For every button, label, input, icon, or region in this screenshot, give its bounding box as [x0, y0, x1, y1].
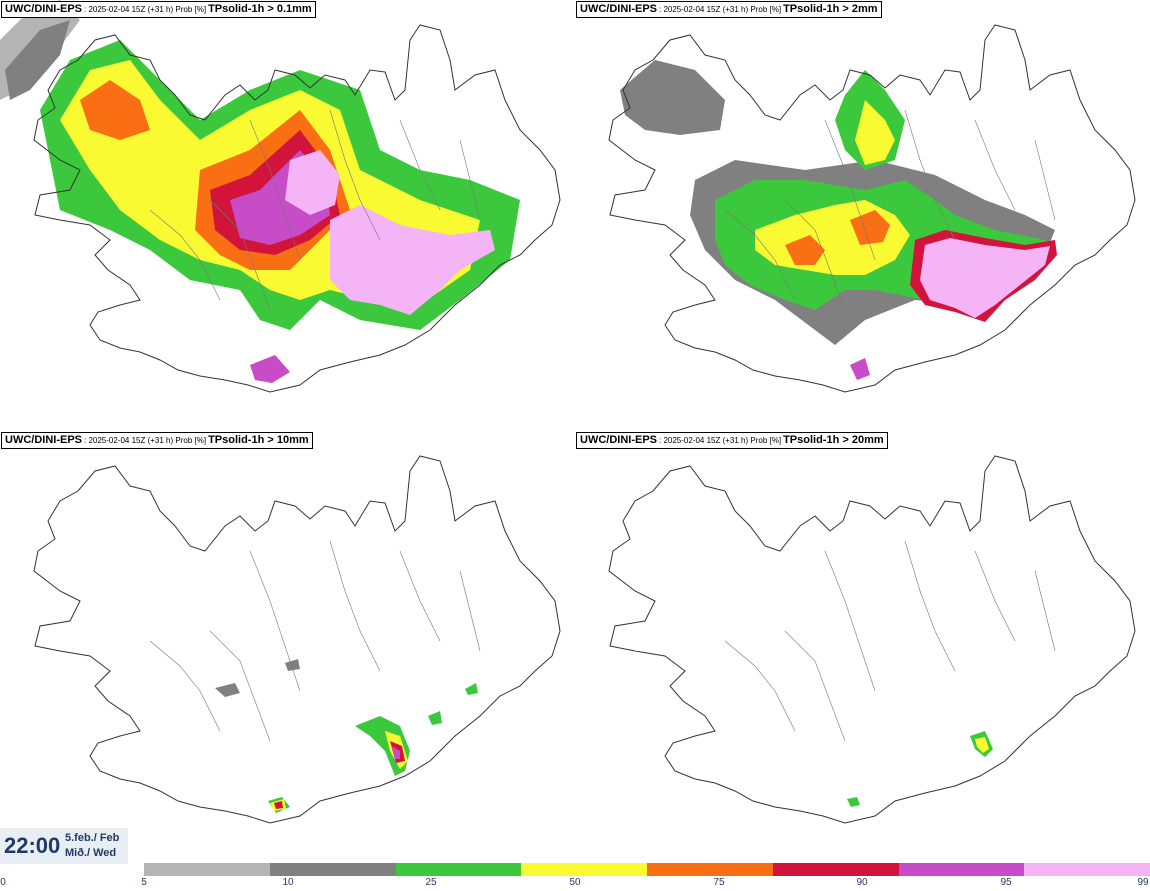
probability-contour: [847, 731, 993, 807]
river-line: [974, 119, 1016, 211]
colorbar-segment: [647, 863, 773, 876]
colorbar-segment: [1024, 863, 1150, 876]
probability-contour: [785, 210, 890, 265]
river-line: [459, 570, 481, 652]
probability-field: [847, 731, 993, 807]
river-line: [724, 640, 796, 732]
panel-title: UWC/DINI-EPS: 2025-02-04 15Z (+31 h) Pro…: [1, 1, 316, 18]
iceland-outline: [608, 24, 1136, 393]
probability-contour: [850, 358, 870, 380]
coastline: [33, 24, 561, 393]
river-line: [459, 139, 481, 221]
probability-contour: [270, 731, 408, 811]
valid-time-box: 22:00 5.feb./ Feb Mið./ Wed: [0, 828, 128, 864]
river-line: [1034, 139, 1056, 221]
river-line: [974, 550, 1016, 642]
river-line: [329, 540, 381, 672]
map-panel-3: UWC/DINI-EPS: 2025-02-04 15Z (+31 h) Pro…: [0, 431, 575, 861]
valid-weekday: Mið./ Wed: [65, 847, 117, 859]
river-line: [329, 109, 381, 241]
colorbar-segment: [772, 863, 899, 876]
colorbar-segment: [898, 863, 1025, 876]
river-line: [249, 550, 301, 692]
iceland-outline: [33, 24, 561, 393]
map-panel-2: UWC/DINI-EPS: 2025-02-04 15Z (+31 h) Pro…: [575, 0, 1150, 430]
probability-contour: [268, 683, 478, 813]
panel-title: UWC/DINI-EPS: 2025-02-04 15Z (+31 h) Pro…: [1, 432, 313, 449]
iceland-outline: [608, 455, 1136, 824]
river-line: [209, 199, 271, 311]
colorbar-tick-label: 5: [141, 877, 147, 888]
map-canvas: [0, 0, 561, 393]
river-line: [724, 209, 796, 301]
colorbar-tick-label: 10: [282, 877, 294, 888]
colorbar-tick-label: 25: [425, 877, 437, 888]
colorbar: [144, 863, 1150, 876]
colorbar-tick-label: 99: [1137, 877, 1149, 888]
colorbar-segment: [521, 863, 647, 876]
map-panel-1: UWC/DINI-EPS: 2025-02-04 15Z (+31 h) Pro…: [0, 0, 575, 430]
river-line: [149, 209, 221, 301]
river-line: [784, 630, 846, 742]
coastline: [608, 24, 1136, 393]
colorbar-segment: [269, 863, 396, 876]
map-canvas: [33, 455, 561, 824]
river-line: [824, 119, 876, 261]
probability-field: [215, 659, 478, 813]
river-line: [904, 109, 956, 241]
probability-contour: [274, 741, 405, 809]
colorbar-tick-label: 50: [569, 877, 581, 888]
map-canvas: [608, 455, 1136, 824]
colorbar-segment: [144, 863, 270, 876]
colorbar-tick-label: 95: [1000, 877, 1012, 888]
probability-contour: [392, 746, 400, 759]
probability-field: [0, 0, 520, 383]
colorbar-tick-label: 0: [0, 877, 6, 888]
probability-field: [620, 60, 1057, 380]
coastline: [33, 455, 561, 824]
probability-contour: [5, 20, 70, 100]
iceland-outline: [33, 455, 561, 824]
river-line: [824, 550, 876, 692]
river-line: [399, 119, 441, 211]
colorbar-tick-label: 90: [856, 877, 868, 888]
coastline: [608, 455, 1136, 824]
river-line: [904, 540, 956, 672]
probability-contour: [920, 238, 1050, 318]
river-line: [1034, 570, 1056, 652]
colorbar-segment: [395, 863, 522, 876]
river-line: [209, 630, 271, 742]
panel-title: UWC/DINI-EPS: 2025-02-04 15Z (+31 h) Pro…: [576, 1, 882, 18]
river-line: [784, 199, 846, 311]
probability-contour: [215, 659, 300, 697]
valid-time: 22:00: [4, 833, 61, 858]
probability-contour: [285, 150, 495, 315]
river-line: [249, 119, 301, 261]
probability-contour: [975, 737, 989, 753]
panel-title: UWC/DINI-EPS: 2025-02-04 15Z (+31 h) Pro…: [576, 432, 888, 449]
river-line: [399, 550, 441, 642]
valid-date: 5.feb./ Feb: [65, 832, 120, 844]
map-panel-4: UWC/DINI-EPS: 2025-02-04 15Z (+31 h) Pro…: [575, 431, 1150, 861]
probability-contour: [250, 355, 290, 383]
river-line: [149, 640, 221, 732]
colorbar-tick-label: 75: [713, 877, 725, 888]
map-canvas: [608, 24, 1136, 393]
